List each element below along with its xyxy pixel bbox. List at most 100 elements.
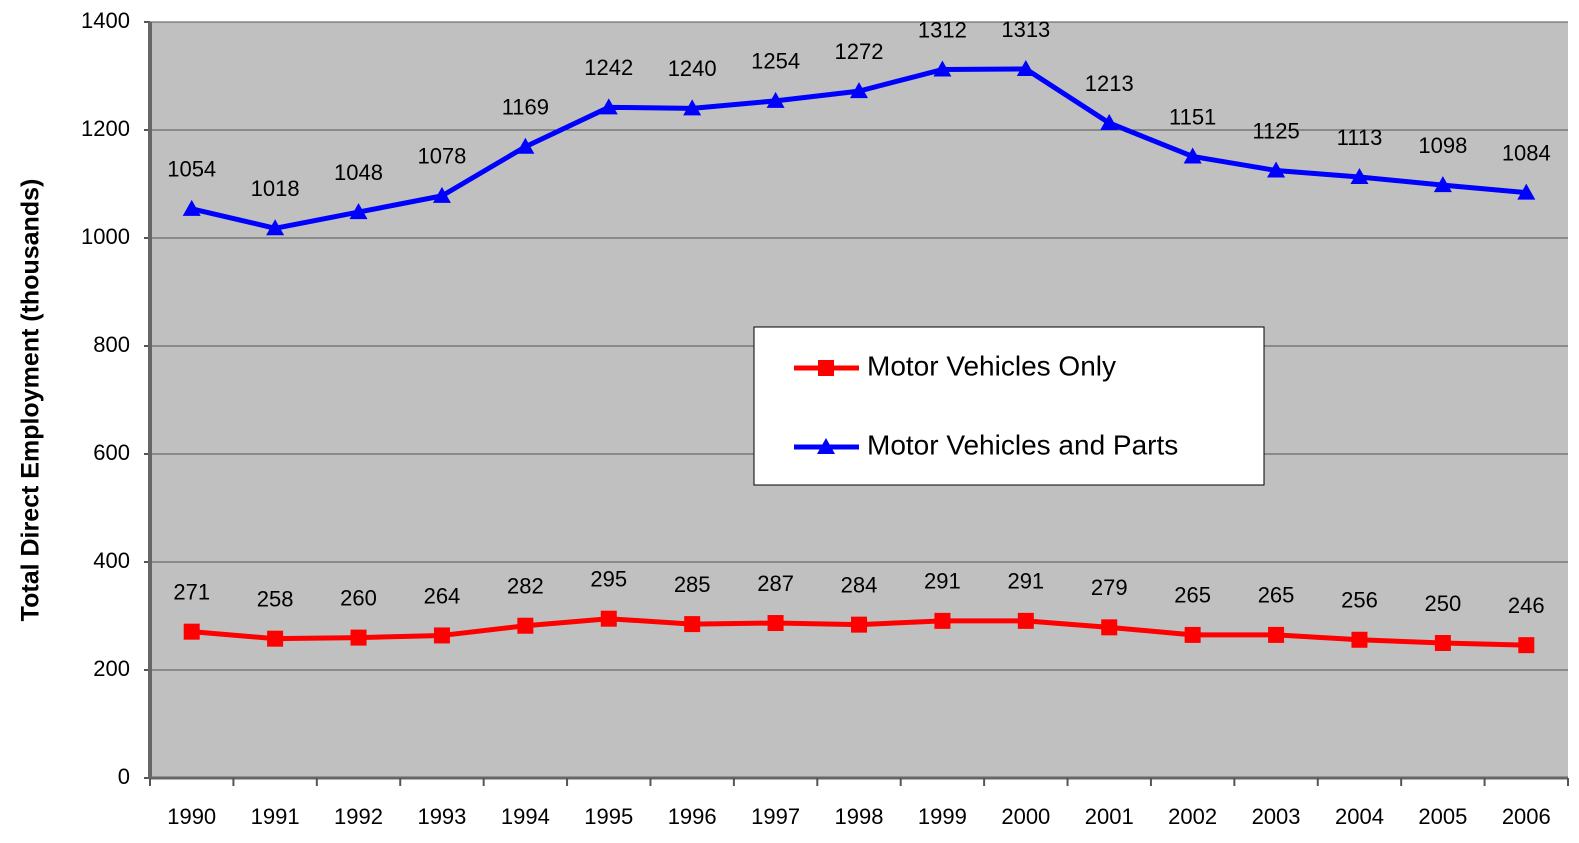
marker xyxy=(432,186,451,203)
marker xyxy=(818,360,834,376)
data-label: 265 xyxy=(1258,583,1295,608)
data-label: 295 xyxy=(590,567,627,592)
x-tick-label: 1995 xyxy=(584,804,633,829)
marker xyxy=(1350,167,1369,184)
data-label: 250 xyxy=(1425,591,1462,616)
x-tick-label: 2004 xyxy=(1335,804,1384,829)
y-tick-label: 1200 xyxy=(81,116,130,141)
marker xyxy=(851,616,867,633)
marker xyxy=(1267,161,1286,178)
x-tick-label: 1990 xyxy=(167,804,216,829)
marker xyxy=(934,612,951,629)
data-label: 287 xyxy=(757,571,794,596)
legend-label: Motor Vehicles Only xyxy=(867,350,1116,381)
marker xyxy=(933,60,952,77)
marker xyxy=(349,203,368,220)
x-tick-label: 2000 xyxy=(1001,804,1050,829)
marker xyxy=(1434,635,1451,651)
data-label: 1313 xyxy=(1001,17,1050,42)
marker xyxy=(1183,147,1202,164)
marker xyxy=(1351,631,1368,648)
y-tick-label: 800 xyxy=(93,332,130,357)
data-label: 1078 xyxy=(417,144,466,169)
marker xyxy=(350,629,367,646)
data-label: 256 xyxy=(1341,588,1378,613)
data-label: 1240 xyxy=(668,56,717,81)
marker xyxy=(1184,626,1201,643)
marker xyxy=(266,219,285,236)
marker xyxy=(267,630,284,647)
marker xyxy=(1101,619,1118,636)
y-tick-label: 1400 xyxy=(81,8,130,33)
marker xyxy=(599,98,618,115)
x-tick-label: 2002 xyxy=(1168,804,1217,829)
y-axis-label: Total Direct Employment (thousands) xyxy=(17,179,45,622)
y-tick-label: 200 xyxy=(93,656,130,681)
x-tick-label: 1991 xyxy=(251,804,300,829)
data-label: 291 xyxy=(924,569,961,594)
data-label: 1254 xyxy=(751,49,800,74)
x-tick-label: 1994 xyxy=(501,804,550,829)
marker xyxy=(183,623,200,640)
x-tick-label: 1999 xyxy=(918,804,967,829)
marker xyxy=(850,82,868,99)
marker xyxy=(1518,637,1535,654)
x-tick-label: 2001 xyxy=(1085,804,1134,829)
data-label: 1169 xyxy=(502,95,549,120)
marker xyxy=(600,610,617,627)
marker xyxy=(1268,626,1285,643)
marker xyxy=(1100,113,1119,130)
data-label: 1312 xyxy=(918,17,967,42)
data-label: 291 xyxy=(1007,569,1044,594)
y-tick-label: 0 xyxy=(118,764,130,789)
marker xyxy=(1517,183,1536,200)
series: 271 258 260 264 282 295 285 287 284 291 291 279 265 2… xyxy=(173,567,1545,654)
marker xyxy=(767,615,784,632)
x-tick-label: 1992 xyxy=(334,804,383,829)
data-label: 1098 xyxy=(1418,133,1467,158)
y-tick-label: 600 xyxy=(93,440,130,465)
data-label: 1213 xyxy=(1085,71,1134,96)
marker xyxy=(1017,612,1034,629)
marker xyxy=(766,91,785,108)
data-label: 1125 xyxy=(1252,118,1299,143)
marker xyxy=(433,627,450,644)
data-label: 264 xyxy=(424,583,461,608)
marker xyxy=(1433,176,1452,193)
data-label: 1272 xyxy=(835,39,884,64)
x-tick-label: 2006 xyxy=(1502,804,1551,829)
data-label: 285 xyxy=(674,572,711,597)
data-label: 1084 xyxy=(1502,140,1551,165)
marker xyxy=(517,617,534,634)
data-label: 1113 xyxy=(1337,125,1383,150)
data-label: 271 xyxy=(173,579,210,604)
y-tick-label: 400 xyxy=(93,548,130,573)
data-label: 1054 xyxy=(167,157,216,182)
marker xyxy=(683,99,702,116)
x-tick-label: 2005 xyxy=(1418,804,1467,829)
data-label: 282 xyxy=(507,574,544,599)
data-label: 1242 xyxy=(584,55,633,80)
marker xyxy=(182,199,201,216)
x-tick-label: 1997 xyxy=(751,804,800,829)
data-label: 260 xyxy=(340,585,377,610)
x-tick-label: 1998 xyxy=(835,804,884,829)
series: 1054 1018 1048 1078 1169 1242 1240 1254 1272 1312… xyxy=(167,17,1551,236)
legend-box xyxy=(753,326,1265,486)
data-label: 265 xyxy=(1174,583,1211,608)
data-label: 258 xyxy=(257,586,294,611)
y-tick-label: 1000 xyxy=(81,224,130,249)
data-label: 1151 xyxy=(1169,104,1216,129)
marker xyxy=(684,616,701,633)
data-label: 279 xyxy=(1091,575,1128,600)
data-label: 284 xyxy=(841,572,878,597)
data-label: 1018 xyxy=(251,176,300,201)
x-tick-label: 2003 xyxy=(1252,804,1301,829)
x-tick-label: 1996 xyxy=(668,804,717,829)
legend-label: Motor Vehicles and Parts xyxy=(867,429,1178,460)
marker xyxy=(817,438,835,454)
marker xyxy=(516,137,535,154)
data-label: 1048 xyxy=(334,160,383,185)
data-label: 246 xyxy=(1508,593,1545,618)
